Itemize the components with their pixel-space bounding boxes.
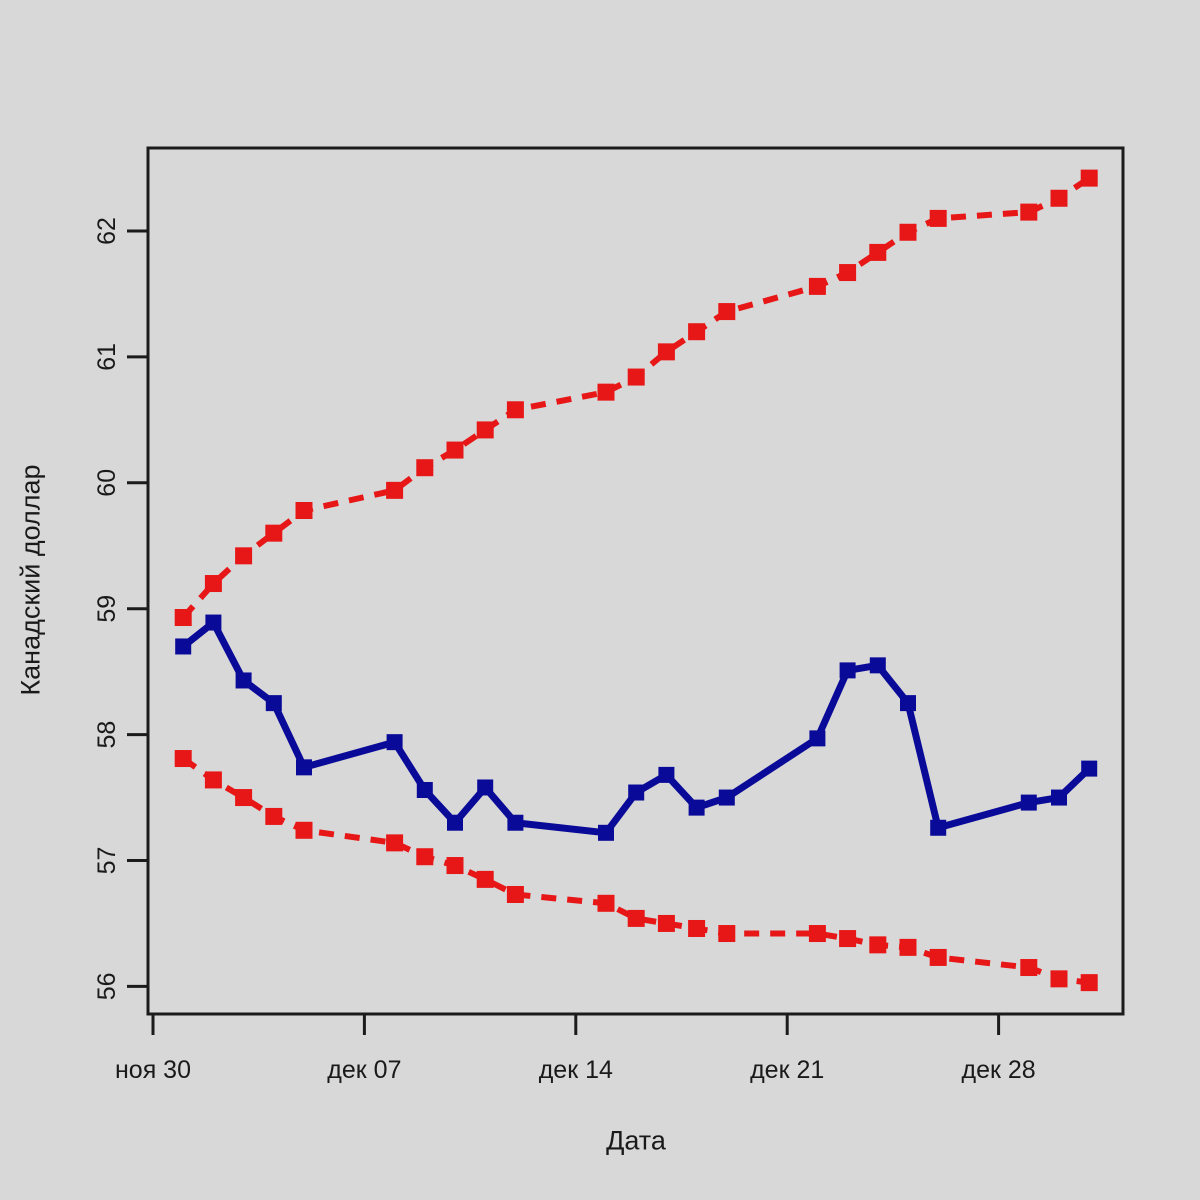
series-red-dashed-lower-band-marker [386, 834, 404, 852]
x-tick-label: дек 21 [750, 1056, 824, 1084]
series-blue-solid-actual-marker [507, 814, 524, 831]
series-blue-solid-actual-marker [296, 759, 312, 776]
series-blue-solid-actual-marker [628, 784, 645, 801]
series-red-dashed-upper-band-line [180, 175, 1091, 620]
series-blue-solid-actual-marker [839, 662, 856, 679]
y-axis-title: Канадский доллар [15, 464, 46, 696]
series-red-dashed-upper-band-marker [657, 343, 675, 361]
series-red-dashed-lower-band-marker [506, 885, 524, 903]
series-red-dashed-lower-band-marker [627, 909, 645, 927]
series-red-dashed-lower-band-marker [839, 930, 857, 948]
y-tick-label: 59 [93, 595, 121, 623]
series-red-dashed-lower-band-marker [235, 789, 253, 807]
series-red-dashed-lower-band-marker [899, 938, 917, 956]
series-blue-solid-actual-marker [416, 781, 433, 798]
x-tick-label: дек 14 [539, 1056, 613, 1084]
series-red-dashed-upper-band-marker [1080, 169, 1098, 187]
series-red-dashed-upper-band-marker [265, 524, 283, 542]
series-red-dashed-lower-band-marker [657, 914, 675, 932]
series-blue-solid-actual-marker [386, 734, 403, 751]
series-blue-solid-actual-line [181, 619, 1092, 837]
series-red-dashed-upper-band-marker [235, 547, 253, 565]
series-red-dashed-lower-band-marker [476, 870, 494, 888]
series-red-dashed-upper-band-marker [929, 209, 947, 227]
y-tick-label: 60 [93, 469, 121, 497]
series-red-dashed-upper-band-marker [899, 223, 917, 241]
series-red-dashed-lower-band-marker [446, 857, 464, 875]
x-tick-label: дек 28 [962, 1056, 1036, 1084]
series-red-dashed-lower-band-marker [174, 750, 192, 768]
series-blue-solid-actual-marker [1081, 760, 1098, 777]
series-blue-solid-actual-marker [447, 814, 463, 831]
series-red-dashed-upper-band-marker [476, 421, 494, 439]
series-red-dashed-upper-band-marker [597, 383, 615, 401]
series-blue-solid-actual-marker [175, 638, 192, 655]
series-red-dashed-lower-band-marker [929, 948, 947, 966]
series-red-dashed-upper-band-marker [627, 368, 645, 386]
series-blue-solid-actual-marker [869, 657, 886, 674]
y-tick-label: 61 [93, 343, 121, 371]
x-tick-label: дек 07 [327, 1056, 401, 1084]
series-red-dashed-upper-band-marker [506, 401, 524, 419]
y-tick-label: 62 [93, 217, 121, 245]
series-red-dashed-upper-band-marker [718, 303, 736, 321]
series-red-dashed-upper-band-marker [446, 441, 464, 459]
series-red-dashed-lower-band-marker [688, 919, 706, 937]
x-axis-title: Дата [606, 1125, 666, 1156]
series-red-dashed-upper-band-marker [295, 501, 313, 519]
series-blue-solid-actual-marker [1051, 789, 1067, 806]
series-red-dashed-lower-band-marker [808, 925, 826, 943]
series-blue-solid-actual-marker [598, 824, 614, 841]
series-blue-solid-actual-marker [930, 819, 947, 836]
series-red-dashed-upper-band-marker [386, 481, 404, 499]
plot-frame [146, 146, 1125, 1016]
series-blue-solid-actual-marker [477, 779, 494, 796]
y-tick-label: 56 [93, 972, 121, 1000]
series-red-dashed-lower-band-marker [597, 894, 615, 912]
series-red-dashed-upper-band-marker [204, 575, 222, 593]
series-red-dashed-upper-band-marker [1050, 189, 1068, 207]
series-blue-solid-actual-marker [658, 766, 675, 783]
series-red-dashed-upper-band-marker [869, 243, 887, 261]
series-red-dashed-lower-band-marker [265, 807, 283, 825]
series-red-dashed-upper-band-marker [416, 459, 434, 477]
series-red-dashed-lower-band-marker [416, 848, 434, 866]
series-red-dashed-upper-band-marker [1020, 203, 1038, 221]
x-tick-label: ноя 30 [115, 1056, 191, 1084]
series-blue-solid-actual-marker [718, 789, 735, 806]
series-blue-solid-actual-marker [1020, 794, 1037, 811]
series-blue-solid-actual-marker [235, 672, 252, 689]
series-red-dashed-upper-band-marker [688, 323, 706, 341]
series-red-dashed-lower-band-marker [295, 821, 313, 839]
series-blue-solid-actual-marker [809, 730, 826, 747]
series-red-dashed-lower-band-marker [869, 936, 887, 954]
series-blue-solid-actual-marker [688, 799, 705, 816]
y-tick-label: 57 [93, 847, 121, 875]
series-blue-solid-actual-marker [265, 695, 282, 712]
series-red-dashed-lower-band-marker [204, 771, 222, 789]
series-blue-solid-actual-marker [900, 695, 916, 712]
y-tick-label: 58 [93, 721, 121, 749]
series-red-dashed-upper-band-marker [174, 609, 192, 627]
series-red-dashed-upper-band-marker [839, 264, 857, 282]
series-blue-solid-actual-marker [205, 614, 222, 631]
series-red-dashed-lower-band-marker [1050, 970, 1068, 988]
series-red-dashed-lower-band-marker [718, 925, 736, 943]
series-red-dashed-lower-band-marker [1080, 974, 1098, 992]
series-red-dashed-lower-band-marker [1020, 959, 1038, 977]
series-red-dashed-upper-band-marker [808, 277, 826, 295]
